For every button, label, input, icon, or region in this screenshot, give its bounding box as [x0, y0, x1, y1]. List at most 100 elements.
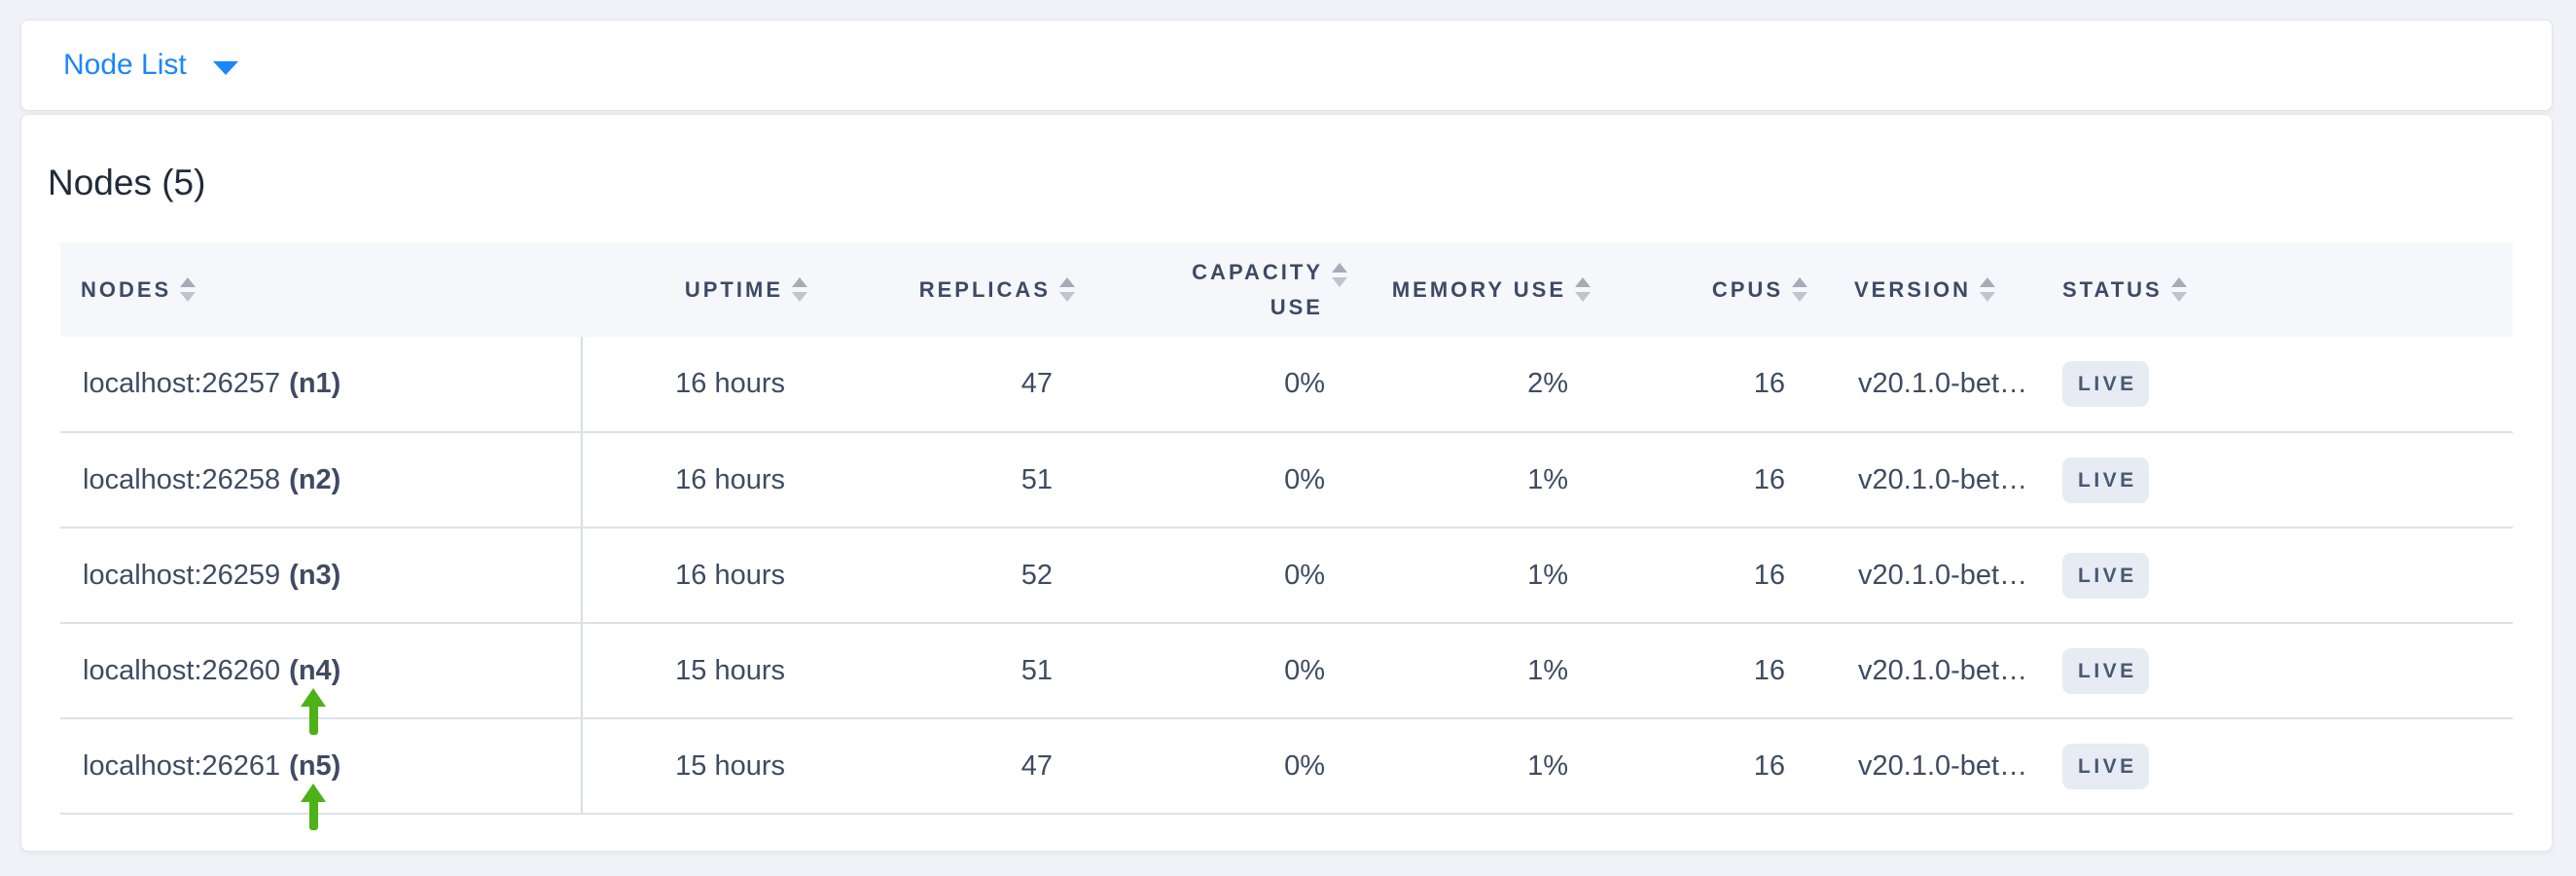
uptime-cell: 16 hours	[582, 432, 817, 529]
sort-up-icon	[1575, 277, 1591, 287]
column-header-uptime[interactable]: UPTIME	[582, 242, 817, 337]
sort-down-icon	[1792, 292, 1807, 302]
uptime-cell: 16 hours	[582, 337, 817, 433]
table-row: localhost:26261 (n5) 15 hours 47 0% 1% 16…	[60, 718, 2513, 830]
node-address-cell: localhost:26260 (n4)	[60, 623, 583, 735]
node-id: (n5)	[289, 749, 341, 782]
node-address: localhost:26258	[83, 463, 281, 495]
sort-up-icon	[180, 277, 197, 287]
cpus-cell: 16	[1600, 432, 1817, 529]
version-cell: v20.1.0-bet…	[1817, 337, 2033, 433]
sort-icon	[1980, 277, 1996, 302]
memory-use-cell: 1%	[1357, 432, 1600, 529]
uptime-cell: 16 hours	[582, 528, 817, 624]
memory-use-cell: 2%	[1357, 337, 1600, 433]
replicas-cell: 52	[817, 528, 1085, 624]
sort-down-icon	[1575, 292, 1591, 302]
capacity-use-cell: 0%	[1085, 432, 1357, 529]
replicas-cell: 47	[817, 337, 1085, 433]
version-cell: v20.1.0-bet…	[1817, 718, 2033, 815]
sort-up-icon	[1332, 262, 1347, 273]
memory-use-cell: 1%	[1357, 528, 1600, 624]
sort-icon	[180, 277, 197, 302]
sort-icon	[1332, 262, 1347, 287]
node-id: (n4)	[289, 654, 341, 686]
memory-use-cell: 1%	[1357, 718, 1600, 815]
sort-down-icon	[180, 292, 197, 302]
uptime-cell: 15 hours	[582, 718, 817, 815]
status-badge: LIVE	[2062, 647, 2149, 694]
status-cell: LIVE	[2033, 432, 2513, 529]
sort-icon	[1575, 277, 1591, 302]
sort-down-icon	[792, 292, 807, 302]
green-up-arrow-icon	[301, 688, 326, 735]
node-address: localhost:26261	[83, 749, 281, 782]
replicas-cell: 47	[817, 718, 1085, 815]
sort-down-icon	[1332, 276, 1347, 287]
status-cell: LIVE	[2033, 337, 2513, 433]
cpus-cell: 16	[1600, 718, 1817, 815]
capacity-use-cell: 0%	[1085, 718, 1357, 815]
node-address: localhost:26259	[83, 559, 281, 591]
capacity-use-cell: 0%	[1085, 337, 1357, 433]
status-cell: LIVE	[2033, 623, 2513, 719]
table-row: localhost:26260 (n4) 15 hours 51 0% 1% 16…	[60, 623, 2513, 735]
sort-icon	[792, 277, 807, 302]
replicas-cell: 51	[817, 432, 1085, 529]
node-id: (n1)	[289, 368, 341, 399]
column-header-memory-use[interactable]: MEMORY USE	[1357, 242, 1600, 337]
column-header-replicas[interactable]: REPLICAS	[817, 242, 1085, 337]
sort-up-icon	[1792, 277, 1807, 287]
sort-down-icon	[2170, 292, 2187, 302]
column-header-capacity-use[interactable]: CAPACITY USE	[1085, 242, 1357, 337]
status-badge: LIVE	[2062, 552, 2149, 599]
status-cell: LIVE	[2033, 718, 2513, 815]
table-row: localhost:26259 (n3) 16 hours 52 0% 1% 16…	[60, 528, 2513, 624]
column-header-nodes[interactable]: NODES	[60, 242, 582, 337]
green-up-arrow-icon	[301, 784, 326, 830]
status-badge: LIVE	[2062, 361, 2149, 407]
admin-ui-page: Node List Nodes (5) NODES UPTIME	[20, 19, 2553, 852]
node-list-dropdown[interactable]: Node List	[63, 51, 238, 80]
column-header-cpus[interactable]: CPUS	[1600, 242, 1817, 337]
sort-icon	[1792, 277, 1807, 302]
cpus-cell: 16	[1600, 337, 1817, 433]
sort-down-icon	[1059, 292, 1075, 302]
capacity-use-cell: 0%	[1085, 528, 1357, 624]
sort-up-icon	[2170, 277, 2187, 287]
nodes-table: NODES UPTIME REPLICAS CAPACITY USE MEMOR…	[60, 242, 2513, 830]
cpus-cell: 16	[1600, 528, 1817, 624]
memory-use-cell: 1%	[1357, 623, 1600, 719]
node-list-dropdown-label: Node List	[63, 49, 187, 81]
capacity-use-cell: 0%	[1085, 623, 1357, 719]
column-header-version[interactable]: VERSION	[1817, 242, 2033, 337]
sort-icon	[2170, 277, 2187, 302]
node-address-cell: localhost:26257 (n1)	[60, 337, 583, 433]
view-selector-bar: Node List	[20, 19, 2553, 111]
version-cell: v20.1.0-bet…	[1817, 528, 2033, 624]
sort-down-icon	[1980, 292, 1996, 302]
table-header-row: NODES UPTIME REPLICAS CAPACITY USE MEMOR…	[60, 242, 2513, 337]
status-badge: LIVE	[2062, 456, 2149, 503]
sort-up-icon	[792, 277, 807, 287]
page-title: Nodes (5)	[48, 163, 206, 202]
node-address: localhost:26260	[83, 654, 281, 686]
node-address-cell: localhost:26259 (n3)	[60, 528, 583, 624]
node-address: localhost:26257	[83, 368, 281, 399]
status-cell: LIVE	[2033, 528, 2513, 624]
sort-up-icon	[1980, 277, 1996, 287]
nodes-section-card: Nodes (5) NODES UPTIME REPLICAS	[20, 114, 2553, 852]
column-header-status[interactable]: STATUS	[2033, 242, 2513, 337]
node-id: (n3)	[289, 559, 341, 591]
version-cell: v20.1.0-bet…	[1817, 623, 2033, 719]
uptime-cell: 15 hours	[582, 623, 817, 719]
status-badge: LIVE	[2062, 743, 2149, 789]
version-cell: v20.1.0-bet…	[1817, 432, 2033, 529]
table-row: localhost:26257 (n1) 16 hours 47 0% 2% 16…	[60, 337, 2513, 433]
replicas-cell: 51	[817, 623, 1085, 719]
sort-up-icon	[1059, 277, 1075, 287]
node-id: (n2)	[289, 463, 341, 495]
sort-icon	[1059, 277, 1075, 302]
node-address-cell: localhost:26261 (n5)	[60, 718, 583, 830]
caret-down-icon	[212, 60, 238, 75]
